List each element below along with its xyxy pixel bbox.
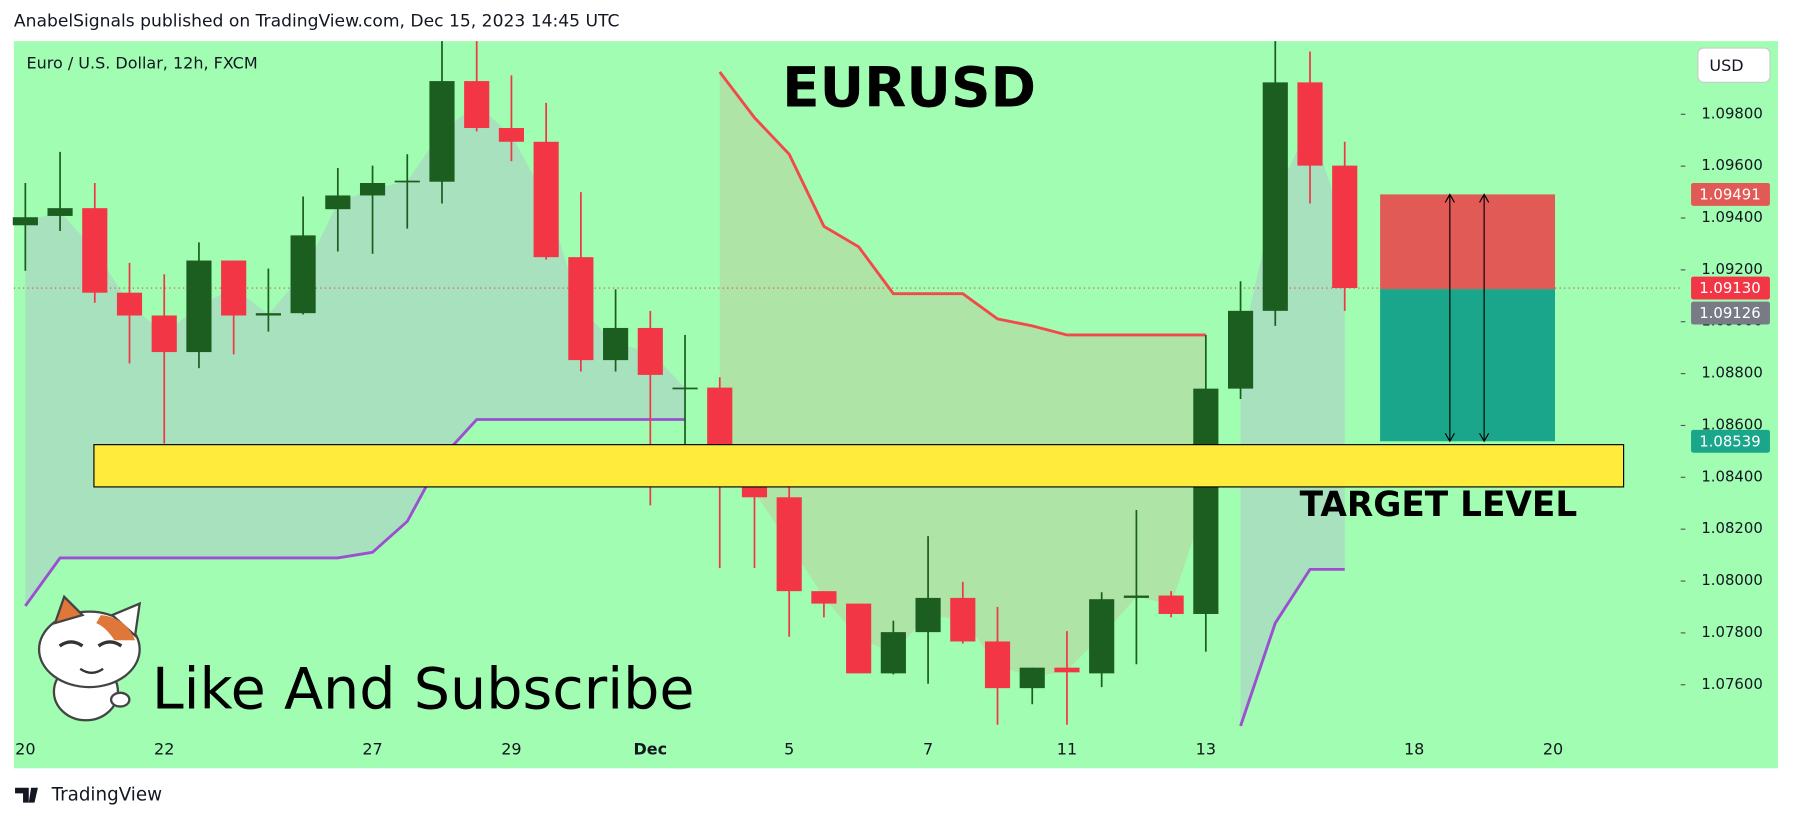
candle-body	[1297, 82, 1323, 166]
candle-body	[533, 141, 559, 258]
candle-body	[846, 603, 872, 674]
x-tick-label: 5	[784, 739, 794, 758]
candle-body	[255, 313, 281, 316]
candle-body	[1262, 82, 1288, 311]
candle-body	[359, 183, 386, 196]
y-tick-label: 1.08400	[1701, 467, 1762, 485]
y-tick-label: 1.09600	[1701, 156, 1762, 174]
candle-body	[1054, 667, 1080, 673]
y-tick-label: 1.09400	[1701, 208, 1762, 226]
candle-body	[1089, 599, 1115, 674]
candle-body	[915, 597, 941, 633]
price-tag	[1691, 301, 1770, 325]
target-zone	[93, 444, 1625, 488]
x-tick-label: 22	[154, 739, 174, 758]
y-tick-label: 1.07800	[1701, 623, 1762, 641]
price-tag	[1691, 182, 1770, 206]
candle-body	[637, 327, 663, 375]
candle-body	[672, 387, 698, 390]
x-tick-label: 20	[1543, 739, 1563, 758]
candle-body	[290, 235, 316, 314]
footer[interactable]: TradingView	[51, 785, 163, 806]
candle-body	[1158, 595, 1184, 614]
arrow-head	[1479, 193, 1490, 443]
candle-body	[116, 292, 143, 316]
candle-body	[12, 217, 38, 226]
price-tag-label: 1.09126	[1699, 304, 1760, 322]
price-tag-label: 1.09130	[1699, 279, 1760, 297]
candle-body	[151, 315, 177, 353]
candle-body	[47, 208, 73, 216]
candle-body	[186, 260, 212, 353]
trend-line	[718, 71, 1206, 337]
currency-box[interactable]	[1697, 47, 1771, 83]
candle-body	[568, 257, 594, 361]
arrow-head	[1444, 193, 1455, 443]
x-tick-label: 7	[923, 739, 933, 758]
y-tick-label: 1.08000	[1701, 571, 1762, 589]
x-tick-label: Dec	[633, 739, 667, 758]
candle-body	[741, 486, 768, 498]
candle-body	[776, 497, 802, 592]
candle-body	[603, 327, 629, 361]
candle-body	[811, 591, 837, 604]
candle-body	[1227, 310, 1254, 389]
x-tick-label: 11	[1057, 739, 1077, 758]
y-tick-label: 1.08800	[1701, 364, 1762, 382]
candle-body	[950, 597, 976, 642]
target-profit-zone	[1380, 289, 1556, 442]
y-tick-label: 1.07600	[1701, 675, 1762, 693]
y-tick-label: 1.09200	[1701, 260, 1762, 278]
y-tick-label: 1.09800	[1701, 104, 1762, 122]
candle-body	[1193, 388, 1219, 614]
x-tick-label: 29	[501, 739, 521, 758]
x-tick-label: 13	[1196, 739, 1216, 758]
y-tick-label: 1.08200	[1701, 519, 1762, 537]
candle-body	[429, 81, 455, 182]
candle-body	[498, 128, 525, 142]
chart-title: EURUSD	[782, 56, 1036, 120]
target-label: TARGET LEVEL	[1300, 485, 1578, 525]
x-tick-label: 27	[362, 739, 382, 758]
trend-line	[24, 418, 1345, 727]
candle-body	[394, 180, 420, 183]
candle-body	[1123, 595, 1149, 598]
candle-body	[325, 195, 351, 210]
price-tag	[1691, 429, 1770, 453]
tradingview-logo[interactable]: TradingView	[15, 785, 162, 806]
candle-body	[1332, 165, 1358, 289]
x-tick-label: 18	[1404, 739, 1424, 758]
cat-sticker	[37, 594, 142, 722]
price-tag-label: 1.09491	[1699, 186, 1760, 204]
candle-body	[984, 641, 1011, 689]
header: AnabelSignals published on TradingView.c…	[14, 12, 620, 32]
currency[interactable]: USD	[1709, 56, 1743, 75]
x-tick-label: 20	[15, 739, 35, 758]
stop-zone	[1380, 194, 1556, 290]
candle-body	[464, 81, 490, 129]
candle-body	[82, 208, 108, 293]
annotation: Like And Subscribe	[152, 656, 695, 722]
candle-body	[880, 632, 906, 674]
price-tag-label: 1.08539	[1699, 432, 1760, 450]
candle-body	[221, 260, 247, 316]
candle-body	[1019, 667, 1045, 689]
trend-fill	[719, 72, 1206, 678]
price-tag	[1691, 276, 1770, 300]
y-tick-label: 1.08600	[1701, 415, 1762, 433]
subtitle: Euro / U.S. Dollar, 12h, FXCM	[26, 54, 257, 73]
